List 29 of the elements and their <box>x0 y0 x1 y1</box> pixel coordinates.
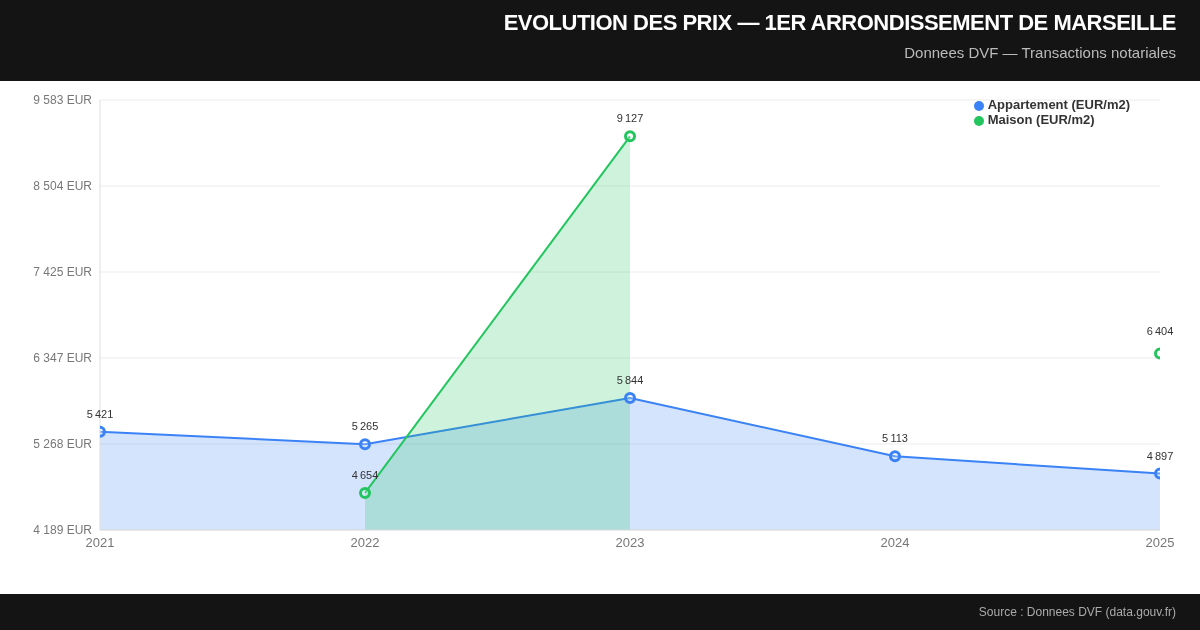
data-label: 5 844 <box>616 374 644 387</box>
point <box>359 486 371 499</box>
point <box>889 450 901 463</box>
data-label: 5 265 <box>351 420 379 433</box>
x-tick-label: 2025 <box>1145 535 1175 551</box>
point <box>624 130 636 143</box>
data-label: 6 404 <box>1146 324 1174 337</box>
x-tick-label: 2023 <box>615 535 645 551</box>
data-label: 5 421 <box>86 407 114 420</box>
x-tick-label: 2022 <box>350 535 380 551</box>
point <box>359 438 371 451</box>
y-tick-label: 8 504 EUR <box>33 179 93 194</box>
x-tick-label: 2021 <box>85 535 115 551</box>
chart-subtitle: Donnees DVF — Transactions notariales <box>904 44 1176 61</box>
point <box>624 392 636 405</box>
source-note: Source : Donnees DVF (data.gouv.fr) <box>978 605 1176 619</box>
data-label: 4 897 <box>1146 449 1174 462</box>
chart-title: EVOLUTION DES PRIX — 1ER ARRONDISSEMENT DE MARSEILLE <box>503 10 1176 36</box>
legend-label: Maison (EUR/m2) <box>987 112 1095 127</box>
data-label: 5 113 <box>882 432 908 445</box>
y-tick-label: 5 268 EUR <box>33 437 93 452</box>
legend-label: Appartement (EUR/m2) <box>987 97 1130 112</box>
y-tick-label: 4 189 EUR <box>33 523 93 538</box>
data-label: 9 127 <box>616 112 644 125</box>
y-tick-label: 6 347 EUR <box>33 351 93 366</box>
data-label: 4 654 <box>351 468 379 481</box>
y-tick-label: 9 583 EUR <box>33 93 93 108</box>
y-tick-label: 7 425 EUR <box>33 265 93 280</box>
x-tick-label: 2024 <box>880 535 910 551</box>
